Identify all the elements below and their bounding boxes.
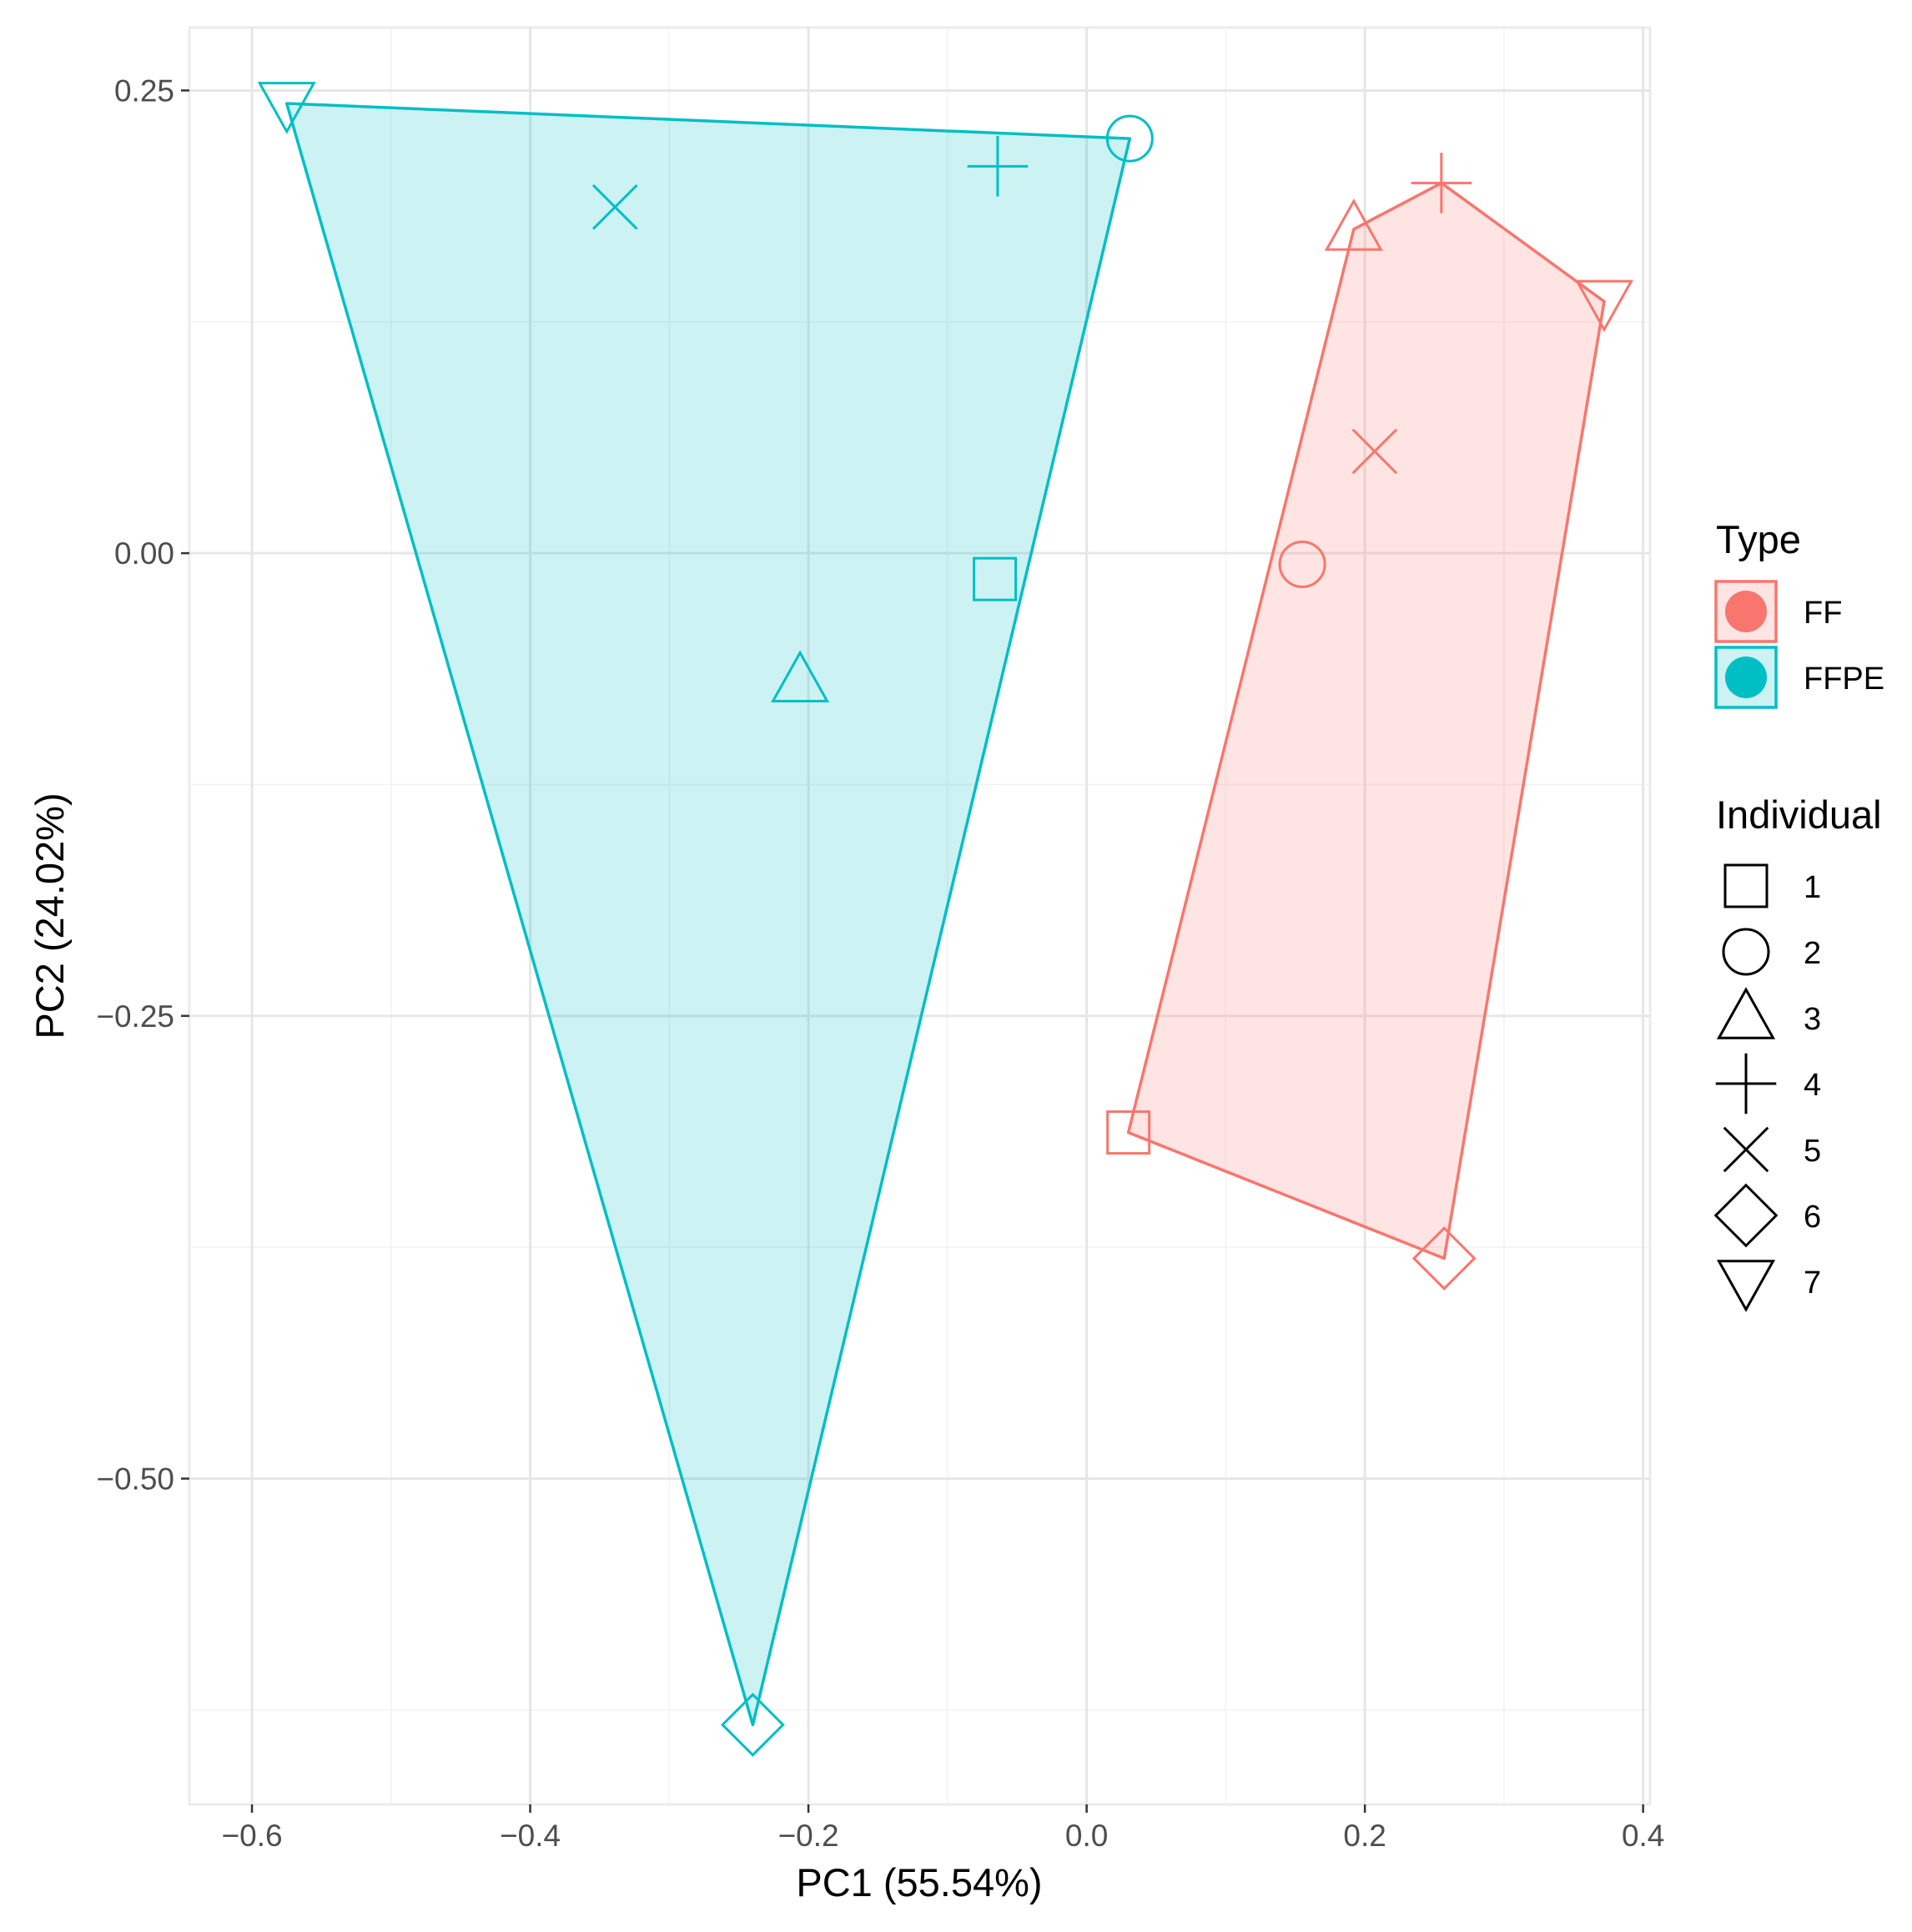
legend-individual-title: Individual [1716, 792, 1882, 837]
legend-type-swatch-ff [1725, 591, 1767, 632]
legend-individual-key-7 [1716, 1260, 1776, 1312]
legend-type-swatch-ffpe [1725, 657, 1767, 698]
x-tick-label: 0.0 [1065, 1819, 1108, 1853]
hull-ff [1126, 181, 1606, 1260]
legend-type-label-ffpe: FFPE [1804, 662, 1884, 697]
y-tick-label: −0.50 [96, 1462, 174, 1497]
y-axis-title: PC2 (24.02%) [28, 792, 72, 1039]
legend-individual-label-6: 6 [1804, 1200, 1821, 1235]
point-ffpe-individual-1 [973, 556, 1018, 601]
plot-panel-background [188, 26, 1652, 1806]
x-tick-label: −0.2 [778, 1819, 839, 1853]
point-ffpe-individual-7 [257, 82, 316, 134]
x-tick-label: −0.4 [500, 1819, 561, 1853]
legend-individual-key-6 [1713, 1183, 1779, 1248]
legend-type-title: Type [1716, 517, 1801, 561]
point-ff-individual-1 [1106, 1110, 1151, 1155]
point-ff-individual-4 [1411, 153, 1472, 214]
y-tick-label: 0.00 [114, 536, 174, 571]
data-points [257, 82, 1634, 1757]
point-ffpe-individual-3 [771, 650, 830, 703]
point-ff-individual-5 [1351, 428, 1398, 475]
legend-individual-key-4 [1715, 1053, 1777, 1114]
x-axis-title: PC1 (55.54%) [796, 1860, 1042, 1904]
point-ff-individual-6 [1411, 1226, 1477, 1291]
point-ffpe-individual-5 [591, 184, 638, 230]
x-tick-label: −0.6 [222, 1819, 283, 1853]
legend-type-label-ff: FF [1804, 596, 1842, 631]
convex-hulls [284, 102, 1606, 1727]
y-axis-ticks: 0.25 0.00 −0.25 −0.50 [96, 73, 189, 1497]
legend-type: Type FF FFPE [1714, 517, 1884, 709]
x-tick-label: 0.4 [1622, 1819, 1664, 1853]
point-ff-individual-7 [1574, 279, 1634, 333]
x-axis-ticks: −0.6 −0.4 −0.2 0.0 0.2 0.4 [222, 1804, 1664, 1853]
y-tick-label: 0.25 [114, 73, 174, 108]
legend-individual-key-5 [1723, 1126, 1769, 1173]
point-ff-individual-2 [1278, 540, 1326, 588]
legend-individual-key-2 [1722, 928, 1770, 976]
hull-ffpe [284, 102, 1132, 1727]
legend-individual-label-2: 2 [1804, 936, 1821, 971]
legend-individual-label-1: 1 [1804, 870, 1821, 905]
point-ffpe-individual-6 [721, 1693, 785, 1757]
point-ffpe-individual-4 [967, 136, 1029, 197]
point-ffpe-individual-2 [1105, 114, 1154, 163]
legend-individual-key-3 [1716, 987, 1776, 1039]
point-ff-individual-3 [1324, 199, 1383, 251]
y-tick-label: −0.25 [96, 999, 174, 1034]
legend-individual-label-3: 3 [1804, 1002, 1821, 1037]
legend-individual-label-5: 5 [1804, 1134, 1821, 1169]
x-tick-label: 0.2 [1343, 1819, 1386, 1853]
legend-individual: Individual 1 2 3 4 5 6 7 [1713, 792, 1882, 1312]
legend-individual-key-1 [1723, 863, 1769, 908]
legend-individual-label-4: 4 [1804, 1068, 1821, 1103]
legend-individual-label-7: 7 [1804, 1265, 1821, 1301]
